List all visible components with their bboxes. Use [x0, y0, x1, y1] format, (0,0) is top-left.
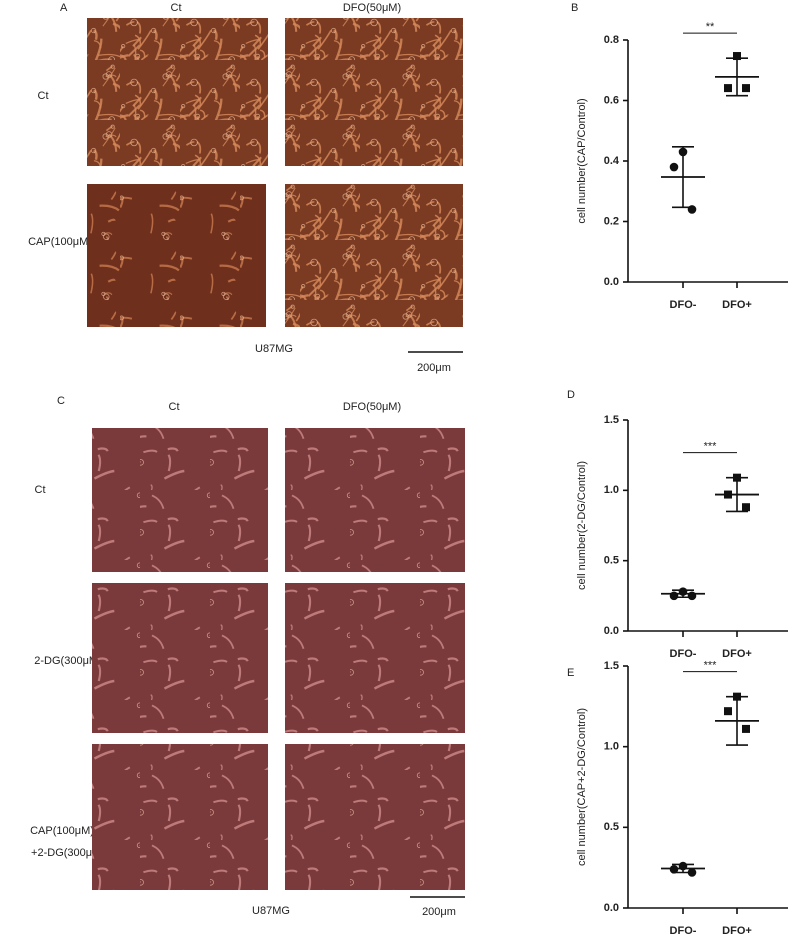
y-tick-label: 0.0 — [604, 625, 619, 637]
x-tick-label: DFO- — [670, 299, 697, 311]
data-point — [678, 587, 688, 596]
y-tick-label: 1.0 — [604, 741, 619, 753]
row-label: Ct — [35, 484, 46, 496]
micrograph — [285, 184, 463, 327]
x-tick-label: DFO+ — [722, 299, 752, 311]
data-point — [724, 707, 732, 716]
data-point — [724, 490, 732, 499]
y-tick-label: 1.5 — [604, 660, 619, 672]
data-point — [733, 692, 741, 701]
y-tick-label: 0.5 — [604, 821, 619, 833]
micrograph — [285, 428, 465, 572]
panel-label: A — [60, 2, 68, 14]
micrograph — [285, 744, 465, 890]
panel-label: C — [57, 395, 65, 407]
row-label: CAP(100μM) — [30, 825, 94, 837]
data-point — [669, 162, 679, 172]
data-point — [733, 473, 741, 482]
y-axis-label: cell number(CAP+2-DG/Control) — [576, 708, 588, 866]
column-label: Ct — [171, 2, 182, 14]
data-point — [687, 868, 697, 877]
y-axis-label: cell number(CAP/Control) — [576, 98, 588, 223]
x-tick-label: DFO- — [670, 648, 697, 660]
row-label: Ct — [38, 90, 49, 102]
micrograph — [87, 18, 268, 166]
y-tick-label: 0.5 — [604, 555, 619, 567]
data-point — [733, 52, 741, 61]
x-tick-label: DFO- — [670, 925, 697, 937]
y-tick-label: 0.0 — [604, 902, 619, 914]
row-label: +2-DG(300μM) — [31, 847, 105, 859]
data-point — [742, 724, 750, 733]
micrograph — [92, 583, 268, 733]
data-point — [742, 503, 750, 512]
panel-label: E — [567, 667, 574, 679]
scale-bar-label: 200μm — [417, 362, 451, 374]
row-label: 2-DG(300μM) — [34, 655, 101, 667]
y-tick-label: 0.8 — [604, 34, 619, 46]
row-label: CAP(100μM) — [28, 236, 92, 248]
y-tick-label: 1.0 — [604, 484, 619, 496]
micrograph — [285, 18, 463, 166]
y-tick-label: 0.0 — [604, 276, 619, 288]
x-tick-label: DFO+ — [722, 648, 752, 660]
y-tick-label: 1.5 — [604, 414, 619, 426]
data-point — [687, 591, 697, 601]
panel-label: B — [571, 2, 578, 14]
column-label: DFO(50μM) — [343, 2, 401, 14]
panel-label: D — [567, 389, 575, 401]
x-tick-label: DFO+ — [722, 925, 752, 937]
micrograph — [92, 744, 268, 890]
significance-label: *** — [704, 441, 718, 453]
significance-label: ** — [706, 21, 715, 33]
y-tick-label: 0.4 — [604, 155, 620, 167]
significance-label: *** — [704, 660, 718, 672]
y-axis-label: cell number(2-DG/Control) — [576, 461, 588, 590]
data-point — [678, 147, 688, 157]
scale-bar-label: 200μm — [422, 906, 456, 918]
micrograph — [285, 583, 465, 733]
data-point — [669, 591, 679, 601]
column-label: DFO(50μM) — [343, 401, 401, 413]
data-point — [669, 864, 679, 874]
y-tick-label: 0.2 — [604, 215, 619, 227]
micrograph — [92, 428, 268, 572]
cell-line-label: U87MG — [252, 905, 290, 917]
data-point — [724, 84, 732, 93]
data-point — [742, 84, 750, 93]
y-tick-label: 0.6 — [604, 94, 619, 106]
cell-line-label: U87MG — [255, 343, 293, 355]
data-point — [678, 861, 688, 871]
data-point — [687, 205, 697, 214]
column-label: Ct — [169, 401, 180, 413]
micrograph — [87, 184, 266, 327]
